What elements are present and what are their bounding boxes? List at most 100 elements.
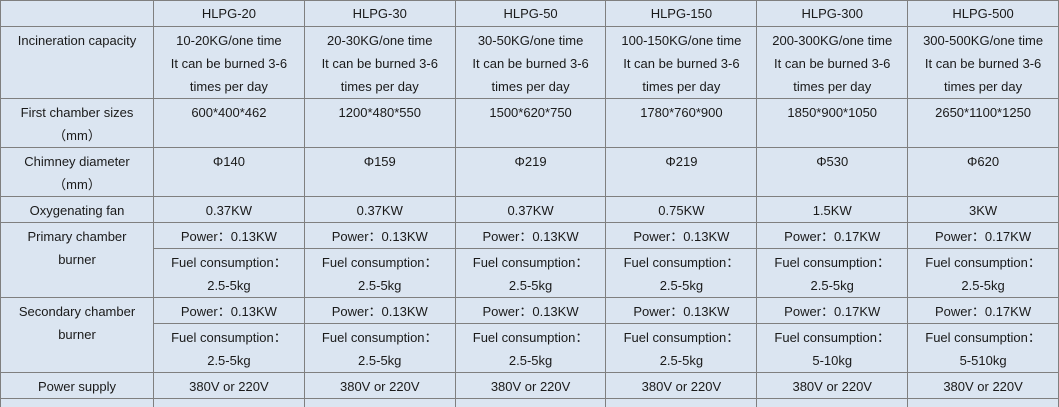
data-cell: 300-500KG/one time It can be burned 3-6 ti… <box>907 26 1059 99</box>
data-cell: 1500 <box>153 398 305 407</box>
data-cell: Power：0.13KW <box>605 297 758 324</box>
cell-text: 380V or 220V <box>490 379 571 394</box>
data-row: Secondary chamber burner Power：0.13KW Power… <box>0 297 1059 373</box>
data-cell: Φ159 <box>303 147 456 197</box>
cell-text: 2.5-5kg <box>207 278 251 293</box>
data-cell: 1780*760*900 <box>605 98 758 148</box>
cell-text: 100-150KG/one time <box>621 33 742 48</box>
cell-text: Φ530 <box>816 154 849 169</box>
row-label: Incineration capacity <box>0 26 154 99</box>
cell-text: 2000 <box>307 401 453 407</box>
data-cell: 0.75KW <box>605 196 758 223</box>
cell-text: Incineration capacity <box>17 33 137 48</box>
row-label: Oxygenating fan <box>0 196 154 223</box>
data-cell: Fuel consumption： 2.5-5kg <box>605 248 758 298</box>
data-cell: 1.5KW <box>756 196 909 223</box>
data-cell: 380V or 220V <box>605 372 758 399</box>
cell-text: times per day <box>642 79 721 94</box>
cell-text: Weight (kg) <box>3 401 151 407</box>
cell-text: Φ219 <box>665 154 698 169</box>
cell-text: It can be burned 3-6 <box>321 56 438 71</box>
row-label: Primary chamber burner <box>0 222 154 298</box>
data-row: Primary chamber burner Power：0.13KW Power：0… <box>0 222 1059 298</box>
cell-text: It can be burned 3-6 <box>472 56 589 71</box>
cell-text: 1500 <box>156 401 302 407</box>
cell-text: 1780*760*900 <box>640 105 723 120</box>
cell-text: Fuel consumption： <box>925 255 1041 270</box>
cell-text: Power：0.17KW <box>784 304 881 319</box>
cell-text: 0.75KW <box>658 203 705 218</box>
cell-text: 200-300KG/one time <box>772 33 893 48</box>
cell-text: 3KW <box>968 203 998 218</box>
data-cell: 8500 <box>756 398 909 407</box>
cell-text: Primary chamber <box>27 229 127 244</box>
cell-text: Φ219 <box>514 154 547 169</box>
data-cell: Fuel consumption： 2.5-5kg <box>454 323 607 373</box>
data-cell: Power：0.13KW <box>153 297 305 324</box>
cell-text: Fuel consumption： <box>321 255 438 270</box>
data-row: Incineration capacity 10-20KG/one time It … <box>0 26 1059 99</box>
data-cell: Fuel consumption： 2.5-5kg <box>303 248 456 298</box>
data-cell: 2650*1100*1250 <box>907 98 1059 148</box>
cell-text: 2.5-5kg <box>810 278 854 293</box>
cell-text: Fuel consumption： <box>623 255 740 270</box>
data-row: Weight (kg) 1500 2000 3000 4000 8500 12000 <box>0 398 1059 407</box>
data-cell: Fuel consumption： 2.5-5kg <box>153 248 305 298</box>
header-cell: HLPG-30 <box>303 0 456 27</box>
cell-text: 12000 <box>910 401 1056 407</box>
data-cell: Fuel consumption： 2.5-5kg <box>605 323 758 373</box>
header-row: HLPG-20 HLPG-30 HLPG-50 HLPG-150 HLPG-300 HLP… <box>0 0 1059 27</box>
cell-text: Power：0.13KW <box>633 229 730 244</box>
cell-text: Φ620 <box>967 154 1000 169</box>
cell-text: 8500 <box>759 401 905 407</box>
cell-text: times per day <box>944 79 1023 94</box>
data-cell: Φ219 <box>605 147 758 197</box>
cell-text: 2650*1100*1250 <box>935 105 1032 120</box>
data-cell: Fuel consumption： 5-10kg <box>756 323 909 373</box>
data-cell: 380V or 220V <box>303 372 456 399</box>
cell-text: Chimney diameter <box>24 154 130 169</box>
cell-text: Fuel consumption： <box>774 255 891 270</box>
cell-text: HLPG-50 <box>503 6 558 21</box>
data-cell: 3000 <box>454 398 607 407</box>
row-label: Secondary chamber burner <box>0 297 154 373</box>
data-row: Oxygenating fan 0.37KW 0.37KW 0.37KW 0.75KW 1… <box>0 196 1059 223</box>
data-cell: Power：0.17KW <box>756 297 909 324</box>
data-cell: Fuel consumption： 2.5-5kg <box>756 248 909 298</box>
cell-text: 1500*620*750 <box>489 105 572 120</box>
row-label: Chimney diameter （mm） <box>0 147 154 197</box>
cell-text: 2.5-5kg <box>508 353 553 368</box>
cell-text: 600*400*462 <box>191 105 267 120</box>
data-row: Fuel consumption： 2.5-5kg Fuel consumption… <box>1 248 1059 298</box>
cell-text: times per day <box>491 79 570 94</box>
data-cell: Fuel consumption： 2.5-5kg <box>303 323 456 373</box>
cell-text: HLPG-150 <box>650 6 713 21</box>
cell-text: 0.37KW <box>205 203 253 218</box>
header-cell: HLPG-300 <box>756 0 909 27</box>
data-cell: Power：0.13KW <box>303 222 456 249</box>
corner-cell <box>0 0 154 27</box>
data-cell: Power：0.13KW <box>605 222 758 249</box>
cell-text: Power：0.13KW <box>331 229 428 244</box>
cell-text: 5-510kg <box>959 353 1007 368</box>
header-cell: HLPG-500 <box>907 0 1059 27</box>
cell-text: 2.5-5kg <box>358 353 402 368</box>
cell-text: 1200*480*550 <box>338 105 421 120</box>
cell-text: Oxygenating fan <box>29 203 125 218</box>
cell-text: 2.5-5kg <box>358 278 402 293</box>
data-cell: Fuel consumption： 5-510kg <box>907 323 1059 373</box>
cell-text: Power：0.17KW <box>784 229 881 244</box>
data-cell: Φ530 <box>756 147 909 197</box>
cell-text: HLPG-500 <box>952 6 1014 21</box>
cell-text: 380V or 220V <box>641 379 722 394</box>
cell-text: Power：0.13KW <box>331 304 428 319</box>
cell-text: HLPG-20 <box>201 6 257 21</box>
cell-text: Power supply <box>37 379 117 394</box>
data-cell: 1500*620*750 <box>454 98 607 148</box>
data-cell: 3KW <box>907 196 1059 223</box>
cell-text: Φ159 <box>363 154 396 169</box>
cell-text: 0.37KW <box>507 203 554 218</box>
cell-text: burner <box>58 252 96 267</box>
data-cell: Power：0.17KW <box>756 222 909 249</box>
